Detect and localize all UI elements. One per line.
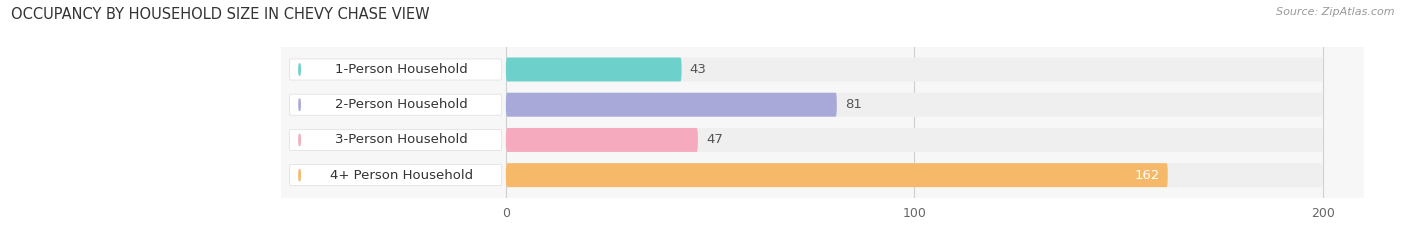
Text: 47: 47 <box>706 134 723 146</box>
Text: 43: 43 <box>690 63 707 76</box>
FancyBboxPatch shape <box>506 58 1323 82</box>
FancyBboxPatch shape <box>506 93 837 117</box>
FancyBboxPatch shape <box>290 165 502 186</box>
FancyBboxPatch shape <box>506 93 1323 117</box>
FancyBboxPatch shape <box>290 94 502 115</box>
Text: 2-Person Household: 2-Person Household <box>336 98 468 111</box>
Text: 81: 81 <box>845 98 862 111</box>
FancyBboxPatch shape <box>290 59 502 80</box>
FancyBboxPatch shape <box>506 163 1323 187</box>
FancyBboxPatch shape <box>506 128 697 152</box>
FancyBboxPatch shape <box>506 128 1323 152</box>
Text: OCCUPANCY BY HOUSEHOLD SIZE IN CHEVY CHASE VIEW: OCCUPANCY BY HOUSEHOLD SIZE IN CHEVY CHA… <box>11 7 430 22</box>
FancyBboxPatch shape <box>506 58 682 82</box>
Text: 1-Person Household: 1-Person Household <box>336 63 468 76</box>
FancyBboxPatch shape <box>506 163 1168 187</box>
Text: Source: ZipAtlas.com: Source: ZipAtlas.com <box>1277 7 1395 17</box>
Text: 162: 162 <box>1135 169 1160 182</box>
FancyBboxPatch shape <box>290 129 502 151</box>
Text: 4+ Person Household: 4+ Person Household <box>330 169 474 182</box>
Text: 3-Person Household: 3-Person Household <box>336 134 468 146</box>
